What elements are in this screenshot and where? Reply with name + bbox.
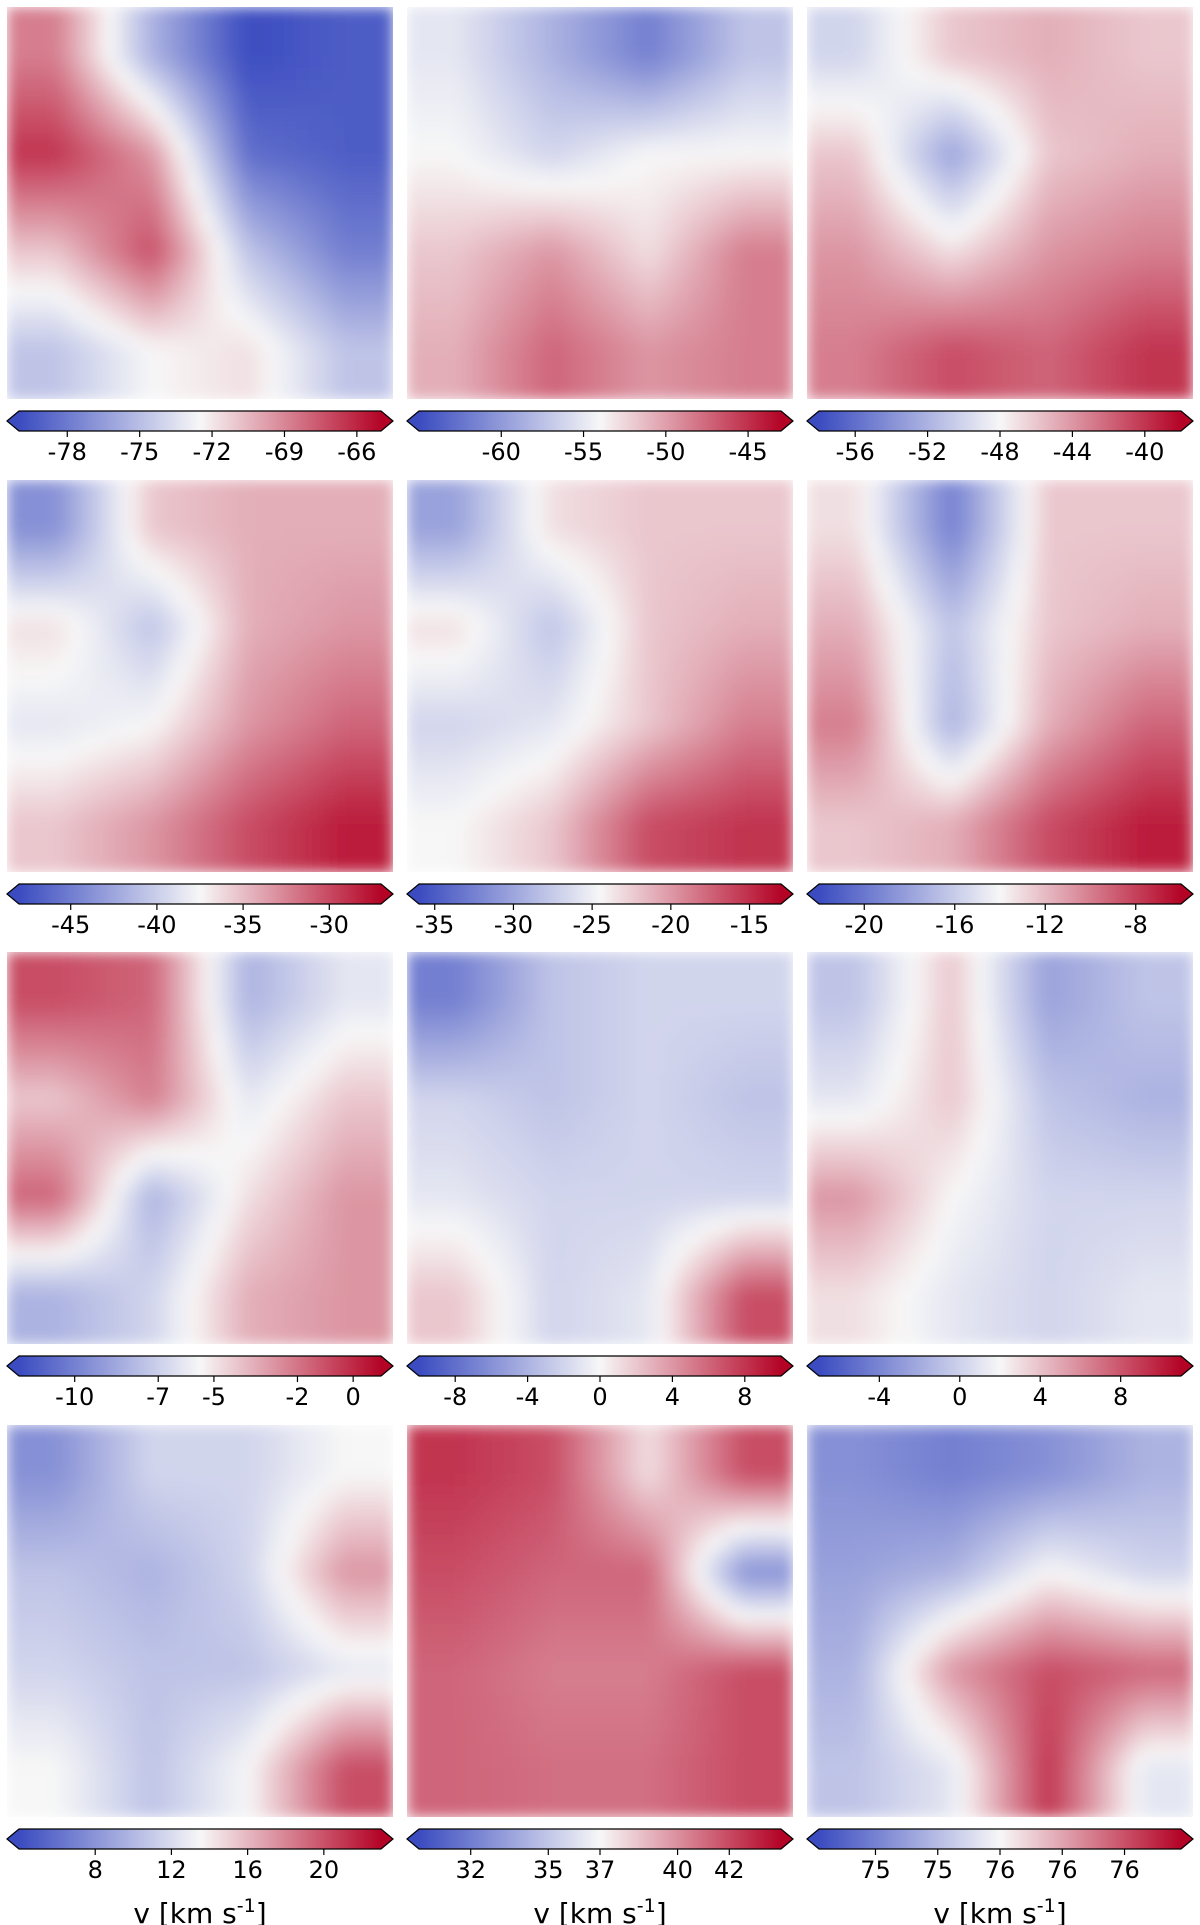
heatmap-panel-4 [7, 480, 393, 872]
colorbar-tick-label: -52 [908, 438, 947, 466]
colorbar-tick-label: 20 [309, 1856, 340, 1884]
colorbar-tick-label: -40 [137, 911, 176, 939]
colorbar-tick-label: -7 [146, 1383, 170, 1411]
colorbar-4: -45 -40 -35 -30 [6, 883, 394, 939]
colorbar-12: 75 75 76 76 76 [806, 1828, 1194, 1884]
colorbar-tick-label: 4 [1033, 1383, 1048, 1411]
heatmap-panel-3 [807, 7, 1193, 399]
colorbar-9: -4 0 4 8 [806, 1355, 1194, 1411]
colorbar-tick-label: -8 [443, 1383, 467, 1411]
colorbar-tick-label: -66 [337, 438, 376, 466]
colorbar-tick-label: 4 [665, 1383, 680, 1411]
colorbar-tick-label: -16 [935, 911, 974, 939]
colorbar-tick-label: -35 [223, 911, 262, 939]
colorbar-tick-label: -44 [1053, 438, 1092, 466]
colorbar-tick-label: 37 [585, 1856, 616, 1884]
colorbar-tick-label: 12 [156, 1856, 187, 1884]
colorbar-tick-label: -12 [1026, 911, 1065, 939]
colorbar-11: 32 35 37 40 42 [406, 1828, 794, 1884]
colorbar-tick-label: 8 [737, 1383, 752, 1411]
colorbar-2: -60 -55 -50 -45 [406, 410, 794, 466]
colorbar-10: 8 12 16 20 [6, 1828, 394, 1884]
colorbar-1: -78 -75 -72 -69 -66 [6, 410, 394, 466]
colorbar-tick-label: 8 [88, 1856, 103, 1884]
colorbar-tick-label: 0 [592, 1383, 607, 1411]
colorbar-xlabel: v [km s-1] [133, 1895, 266, 1925]
colorbar-tick-label: -35 [415, 911, 454, 939]
colorbar-tick-label: -75 [120, 438, 159, 466]
colorbar-tick-label: 75 [922, 1856, 953, 1884]
heatmap-panel-12 [807, 1425, 1193, 1817]
colorbar-8: -8 -4 0 4 8 [406, 1355, 794, 1411]
colorbar-tick-label: -78 [48, 438, 87, 466]
colorbar-tick-label: -8 [1124, 911, 1148, 939]
colorbar-tick-label: -50 [646, 438, 685, 466]
heatmap-panel-11 [407, 1425, 793, 1817]
colorbar-tick-label: -4 [516, 1383, 540, 1411]
heatmap-panel-9 [807, 952, 1193, 1344]
heatmap-panel-10 [7, 1425, 393, 1817]
colorbar-tick-label: -10 [55, 1383, 94, 1411]
colorbar-tick-label: 42 [714, 1856, 745, 1884]
colorbar-tick-label: 40 [662, 1856, 693, 1884]
colorbar-tick-label: -56 [836, 438, 875, 466]
colorbar-tick-label: -48 [980, 438, 1019, 466]
heatmap-panel-8 [407, 952, 793, 1344]
colorbar-6: -20 -16 -12 -8 [806, 883, 1194, 939]
heatmap-panel-6 [807, 480, 1193, 872]
colorbar-5: -35 -30 -25 -20 -15 [406, 883, 794, 939]
colorbar-tick-label: -69 [265, 438, 304, 466]
colorbar-tick-label: -30 [494, 911, 533, 939]
colorbar-tick-label: -45 [728, 438, 767, 466]
colorbar-tick-label: 35 [533, 1856, 564, 1884]
colorbar-tick-label: -5 [202, 1383, 226, 1411]
colorbar-3: -56 -52 -48 -44 -40 [806, 410, 1194, 466]
colorbar-tick-label: 32 [455, 1856, 486, 1884]
colorbar-tick-label: 0 [952, 1383, 967, 1411]
colorbar-tick-label: 75 [860, 1856, 891, 1884]
heatmap-panel-5 [407, 480, 793, 872]
colorbar-tick-label: 76 [985, 1856, 1016, 1884]
colorbar-tick-label: -30 [310, 911, 349, 939]
colorbar-tick-label: -55 [564, 438, 603, 466]
colorbar-tick-label: -20 [845, 911, 884, 939]
colorbar-tick-label: 76 [1047, 1856, 1078, 1884]
colorbar-7: -10 -7 -5 -2 0 [6, 1355, 394, 1411]
colorbar-tick-label: 76 [1109, 1856, 1140, 1884]
colorbar-tick-label: 0 [346, 1383, 361, 1411]
colorbar-xlabel: v [km s-1] [933, 1895, 1066, 1925]
colorbar-tick-label: -2 [285, 1383, 309, 1411]
heatmap-panel-7 [7, 952, 393, 1344]
colorbar-tick-label: -72 [192, 438, 231, 466]
heatmap-panel-1 [7, 7, 393, 399]
colorbar-tick-label: -20 [651, 911, 690, 939]
colorbar-tick-label: -25 [573, 911, 612, 939]
colorbar-xlabel: v [km s-1] [533, 1895, 666, 1925]
colorbar-tick-label: -60 [482, 438, 521, 466]
colorbar-tick-label: -4 [867, 1383, 891, 1411]
colorbar-tick-label: 16 [232, 1856, 263, 1884]
colorbar-tick-label: -40 [1125, 438, 1164, 466]
colorbar-tick-label: -45 [51, 911, 90, 939]
heatmap-panel-2 [407, 7, 793, 399]
colorbar-tick-label: -15 [730, 911, 769, 939]
colorbar-tick-label: 8 [1113, 1383, 1128, 1411]
